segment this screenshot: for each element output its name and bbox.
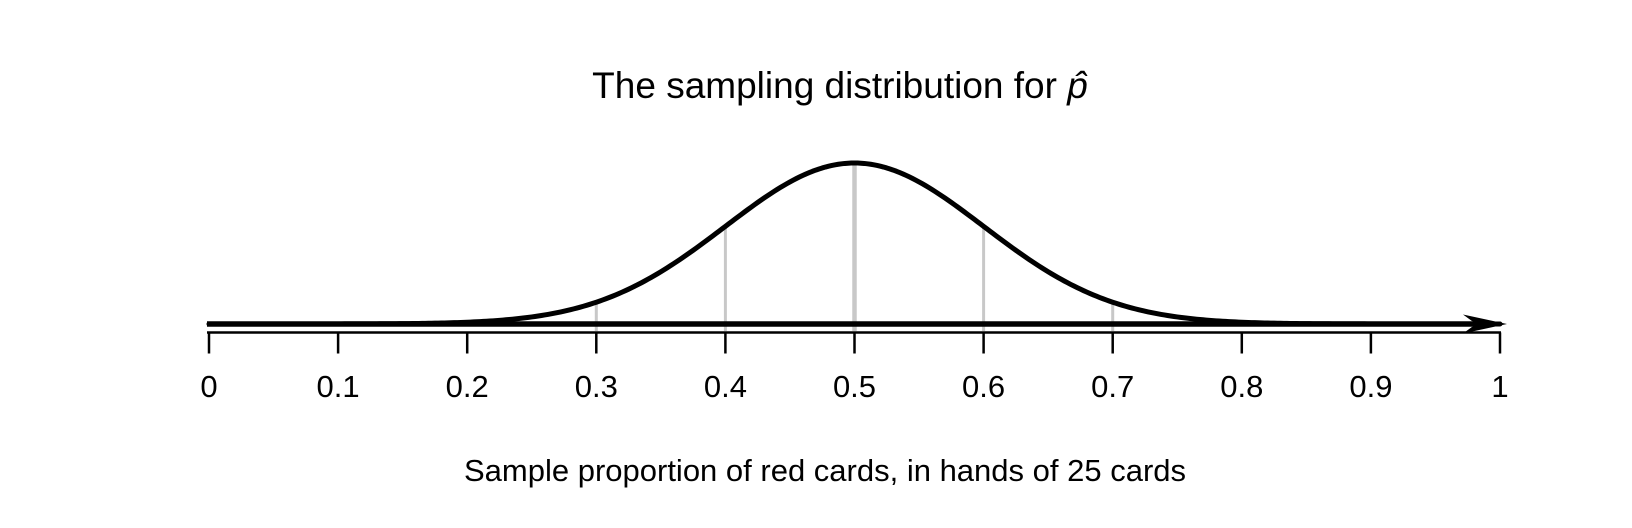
x-axis-tick-labels-group: 0 0.1 0.2 0.3 0.4 0.5 0.6 0.7 0.8 0.9 1 — [200, 369, 1508, 404]
x-tick-label: 0.1 — [317, 369, 360, 404]
x-tick-label: 0.6 — [962, 369, 1005, 404]
x-axis-ticks-group — [207, 332, 1502, 354]
p-hat-symbol: p̂ — [1066, 65, 1088, 106]
x-tick-label: 0.3 — [575, 369, 618, 404]
x-axis-label: Sample proportion of red cards, in hands… — [464, 453, 1186, 488]
x-tick-label: 0 — [200, 369, 217, 404]
x-tick-label: 0.8 — [1220, 369, 1263, 404]
arrowhead-icon — [1463, 314, 1507, 334]
chart-title: The sampling distribution for p̂ — [592, 65, 1088, 106]
x-tick-label: 0.4 — [704, 369, 747, 404]
x-tick-label: 0.7 — [1091, 369, 1134, 404]
x-tick-label: 1 — [1491, 369, 1508, 404]
chart-title-text: The sampling distribution for — [592, 65, 1067, 106]
x-tick-label: 0.9 — [1349, 369, 1392, 404]
guide-lines-group — [594, 163, 1115, 331]
x-tick-label: 0.2 — [446, 369, 489, 404]
x-tick-label: 0.5 — [833, 369, 876, 404]
